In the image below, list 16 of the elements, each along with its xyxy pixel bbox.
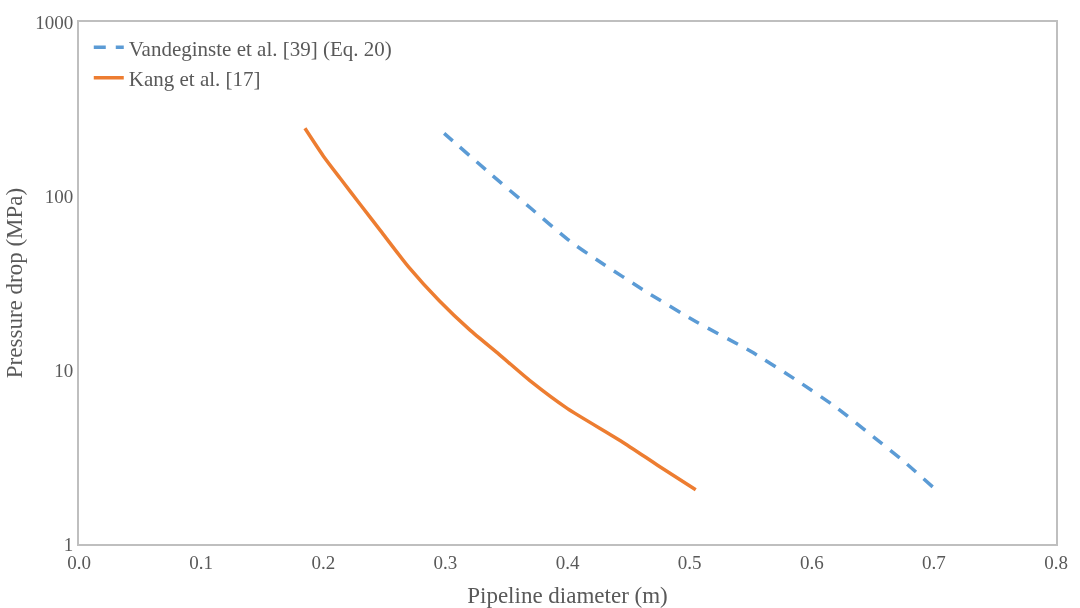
line-series xyxy=(303,126,698,492)
x-tick-label: 0.2 xyxy=(311,551,336,573)
legend-label: Kang et al. [17] xyxy=(128,66,261,91)
x-tick-label: 0.7 xyxy=(922,551,946,573)
x-tick-label: 0.8 xyxy=(1044,551,1068,573)
legend-label: Vandeginste et al. [39] (Eq. 20) xyxy=(128,36,392,61)
x-tick-label: 0.3 xyxy=(433,551,458,573)
x-tick-label: 0.1 xyxy=(189,551,214,573)
x-tick-label: 0.6 xyxy=(799,551,824,573)
x-axis-title: Pipeline diameter (m) xyxy=(467,583,668,608)
y-axis-title: Pressure drop (MPa) xyxy=(2,187,27,379)
y-tick-label: 1000 xyxy=(35,11,74,33)
x-tick-label: 0.5 xyxy=(677,551,702,573)
y-tick-label: 10 xyxy=(54,359,74,381)
y-tick-label: 100 xyxy=(44,185,74,207)
x-tick-label: 0.4 xyxy=(555,551,580,573)
